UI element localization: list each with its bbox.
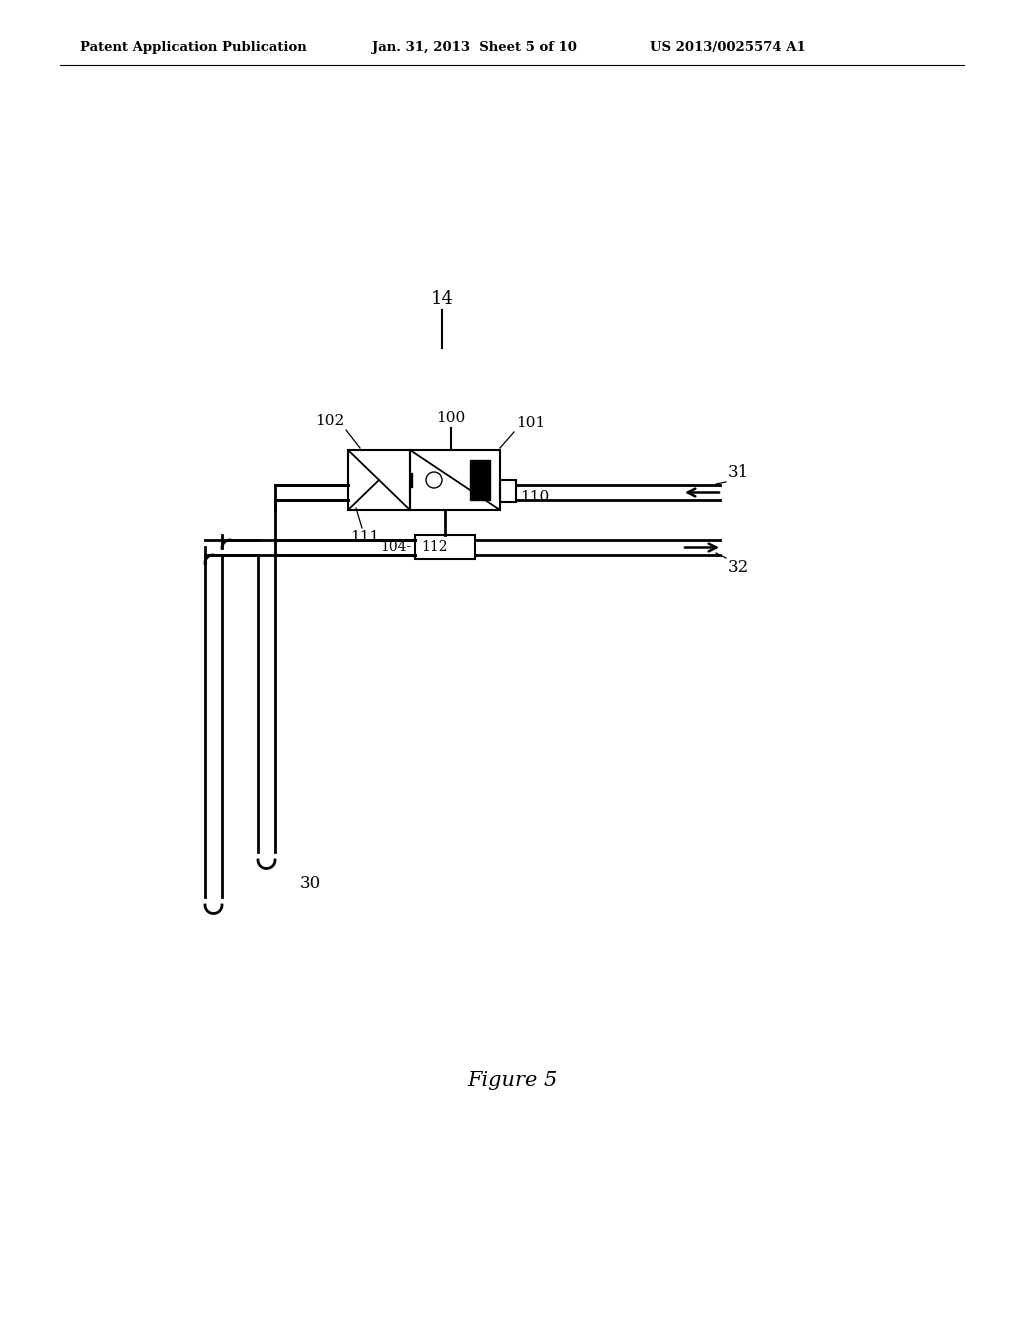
- Text: 104-: 104-: [381, 540, 412, 554]
- Text: Patent Application Publication: Patent Application Publication: [80, 41, 307, 54]
- Text: 111: 111: [350, 531, 379, 544]
- Text: 30: 30: [299, 875, 321, 892]
- Text: Figure 5: Figure 5: [467, 1071, 557, 1090]
- Text: 14: 14: [430, 290, 454, 308]
- Text: 101: 101: [516, 416, 545, 430]
- Text: US 2013/0025574 A1: US 2013/0025574 A1: [650, 41, 806, 54]
- Bar: [500, 480, 516, 502]
- Text: 32: 32: [728, 558, 750, 576]
- Text: 112: 112: [421, 540, 447, 554]
- Text: Jan. 31, 2013  Sheet 5 of 10: Jan. 31, 2013 Sheet 5 of 10: [372, 41, 577, 54]
- Bar: [410, 473, 412, 487]
- Bar: [348, 450, 410, 510]
- Text: 100: 100: [436, 411, 466, 425]
- Text: 102: 102: [314, 414, 344, 428]
- Text: 31: 31: [728, 465, 750, 480]
- Text: 110: 110: [520, 490, 549, 504]
- Bar: [415, 535, 475, 558]
- Bar: [410, 450, 500, 510]
- Bar: [470, 459, 490, 500]
